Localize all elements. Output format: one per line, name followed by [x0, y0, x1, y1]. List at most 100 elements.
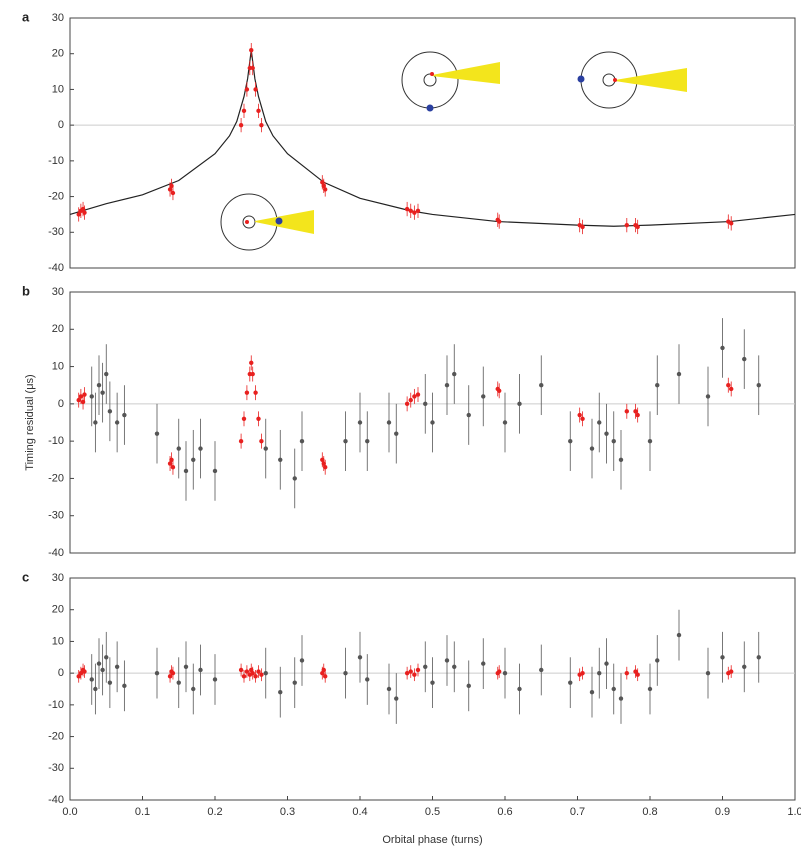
- data-point: [444, 658, 450, 663]
- data-point: [481, 394, 486, 399]
- data-point: [256, 416, 261, 421]
- y-axis-label: Timing residual (μs): [24, 374, 36, 470]
- data-point: [647, 438, 653, 444]
- data-point: [82, 669, 87, 674]
- y-tick-label: -20: [48, 730, 64, 742]
- data-point: [244, 669, 250, 674]
- data-point: [635, 672, 640, 677]
- data-point: [611, 686, 616, 692]
- data-point: [76, 212, 81, 217]
- data-point: [249, 360, 254, 366]
- x-tick-label: 0.4: [352, 806, 367, 818]
- data-point: [539, 383, 544, 388]
- data-point: [100, 390, 105, 395]
- data-point: [78, 670, 84, 676]
- data-point: [676, 632, 682, 638]
- data-point: [93, 420, 98, 425]
- data-point: [580, 224, 585, 230]
- data-point: [170, 190, 176, 196]
- data-point: [624, 222, 629, 228]
- x-tick-label: 0.5: [425, 806, 440, 818]
- data-point: [415, 667, 421, 673]
- data-point: [104, 371, 109, 377]
- data-point: [597, 670, 602, 676]
- data-point: [253, 674, 258, 679]
- data-point: [655, 383, 660, 388]
- data-point: [497, 669, 502, 674]
- y-tick-label: 30: [52, 12, 64, 24]
- y-tick-label: -20: [48, 472, 64, 484]
- y-tick-label: -10: [48, 155, 64, 167]
- data-point: [415, 392, 421, 397]
- data-point: [412, 394, 417, 399]
- data-point: [263, 670, 268, 676]
- data-point: [253, 390, 258, 395]
- data-point: [104, 655, 109, 660]
- data-point: [729, 669, 734, 674]
- orbit-diagram: [401, 51, 500, 112]
- data-point: [647, 686, 653, 692]
- data-point: [624, 409, 629, 414]
- y-tick-label: -20: [48, 190, 64, 202]
- data-point: [170, 465, 176, 470]
- data-point: [497, 388, 502, 394]
- data-point: [618, 457, 624, 462]
- y-tick-label: 0: [58, 667, 64, 679]
- data-point: [89, 394, 94, 399]
- data-point: [430, 680, 435, 685]
- data-point: [78, 394, 84, 399]
- data-point: [742, 356, 747, 362]
- data-point: [624, 670, 629, 676]
- data-point: [212, 677, 218, 682]
- data-point: [497, 219, 502, 224]
- data-point: [100, 667, 105, 673]
- data-point: [742, 664, 747, 669]
- data-point: [191, 686, 196, 692]
- data-point: [259, 672, 264, 677]
- data-point: [423, 664, 428, 669]
- data-point: [365, 438, 370, 444]
- data-point: [580, 416, 585, 421]
- data-point: [502, 670, 508, 676]
- data-point: [404, 670, 410, 676]
- y-tick-label: -10: [48, 699, 64, 711]
- data-point: [412, 210, 417, 215]
- data-point: [539, 667, 544, 673]
- data-point: [323, 674, 328, 679]
- data-point: [452, 371, 457, 377]
- data-point: [577, 412, 582, 418]
- data-point: [729, 221, 734, 226]
- data-point: [154, 431, 160, 436]
- data-point: [198, 667, 203, 673]
- data-point: [244, 390, 250, 395]
- data-point: [82, 210, 87, 215]
- data-point: [655, 658, 660, 663]
- data-point: [212, 468, 218, 474]
- data-point: [96, 383, 102, 388]
- data-point: [423, 401, 428, 407]
- panel-letter: c: [22, 569, 29, 584]
- data-point: [568, 680, 573, 685]
- data-point: [481, 661, 486, 666]
- x-tick-label: 1.0: [787, 806, 801, 818]
- x-tick-label: 0.3: [280, 806, 295, 818]
- data-point: [729, 386, 734, 392]
- x-tick-label: 0.2: [207, 806, 222, 818]
- plot-frame: [69, 291, 796, 554]
- panel-letter: b: [22, 283, 30, 298]
- data-point: [107, 409, 113, 414]
- data-point: [93, 686, 98, 692]
- data-point: [292, 680, 297, 685]
- data-point: [756, 655, 761, 660]
- data-point: [517, 686, 522, 692]
- data-point: [154, 670, 160, 676]
- panel-letter: a: [22, 9, 30, 24]
- x-tick-label: 0.6: [497, 806, 512, 818]
- x-tick-label: 0.7: [570, 806, 585, 818]
- data-point: [611, 438, 616, 444]
- data-point: [256, 108, 261, 114]
- data-point: [408, 208, 413, 214]
- data-point: [394, 431, 399, 436]
- data-point: [278, 457, 283, 462]
